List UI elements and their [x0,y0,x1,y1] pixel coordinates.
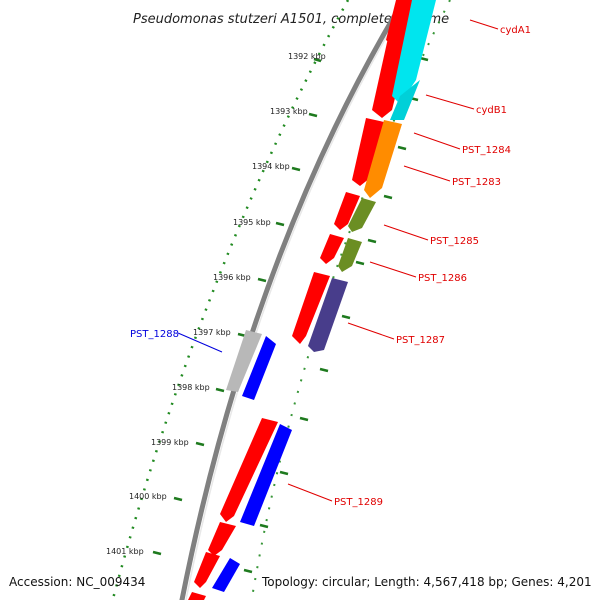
ruler-tick-label: 1396 kbp [213,273,251,282]
gene-label: PST_1284 [462,145,511,156]
ruler-tick [313,57,322,63]
ruler-ticks: 1392 kbp 1393 kbp 1394 kbp 1395 kbp 1396… [106,52,326,556]
gene-label: PST_1288 [130,329,179,340]
ruler-tick [195,441,205,447]
gene-label: PST_1289 [334,497,383,508]
gene-arrow-blue [212,558,240,592]
gene-arrow [220,418,278,522]
gene-arrow [188,592,206,600]
colored-genes [308,0,436,352]
gene-label: cydA1 [500,25,531,36]
gene-arrow [320,234,344,264]
gene-arrow [352,118,384,186]
ruler-tick-label: 1398 kbp [172,383,210,392]
gene-arrow-cyan [392,0,436,104]
gene-arrow [292,272,330,344]
label-leaders [287,19,499,502]
gene-label: PST_1286 [418,273,467,284]
gene-labels: cydA1 cydB1 PST_1284 PST_1283 PST_1285 P… [130,25,531,508]
genome-backbone-highlight [185,0,409,600]
ruler-tick [257,277,267,283]
gene-arrow [208,522,236,556]
gene-arrow-olive [348,198,376,232]
gene-arrow-blue [240,424,292,526]
accession-text: Accession: NC_009434 [9,575,145,589]
ruler-tick-label: 1401 kbp [106,547,144,556]
ruler-tick [291,166,301,172]
ruler-tick [275,221,285,227]
gene-arrow-purple [308,278,348,352]
outer-track-arc [250,0,451,600]
gene-label: PST_1283 [452,177,501,188]
genome-backbone [179,0,407,600]
gene-arrow [334,192,360,230]
outer-track-ticks [243,56,429,574]
gene-arrow-orange [364,120,402,198]
ruler-tick [152,550,162,556]
genome-title: Pseudomonas stutzeri A1501, complete gen… [133,12,449,27]
ruler-tick-label: 1395 kbp [233,218,271,227]
ruler-tick [215,387,225,393]
ruler-tick-label: 1393 kbp [270,107,308,116]
ruler-tick-label: 1400 kbp [129,492,167,501]
ruler-tick [308,112,318,118]
gene-label: PST_1285 [430,236,479,247]
reverse-genes [212,330,292,592]
ruler-tick-label: 1392 kbp [288,52,326,61]
topology-text: Topology: circular; Length: 4,567,418 bp… [261,575,592,589]
ruler-tick-label: 1399 kbp [151,438,189,447]
ruler-tick [173,496,183,502]
gene-arrow-cyan [390,80,420,120]
gene-arrow-grey [226,330,262,392]
gene-arrow-olive [338,238,362,272]
ruler-tick-label: 1394 kbp [252,162,290,171]
gene-label: PST_1287 [396,335,445,346]
gene-arrow [194,552,220,588]
gene-label: cydB1 [476,105,507,116]
forward-genes [188,0,420,600]
label-leader-blue [177,332,223,353]
ruler-tick-label: 1397 kbp [193,328,231,337]
gene-arrow-blue [242,336,276,400]
